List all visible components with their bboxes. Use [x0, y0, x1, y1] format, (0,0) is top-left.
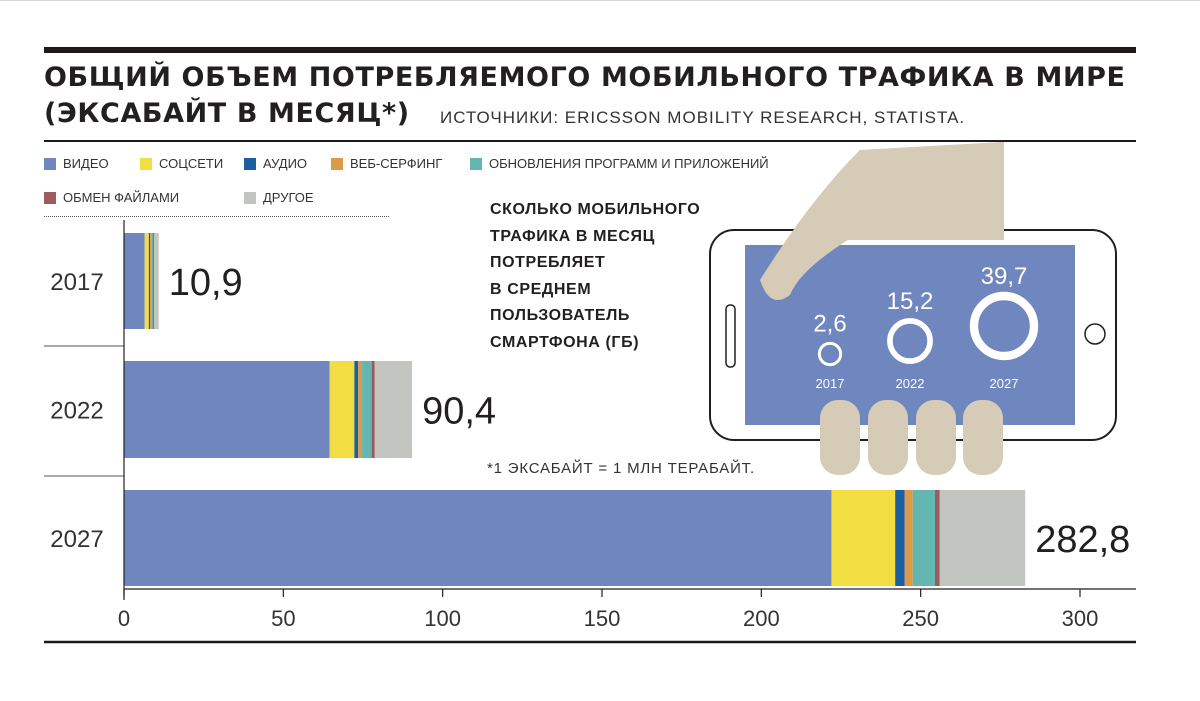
bar-segment — [153, 233, 159, 329]
bar-segment — [935, 490, 940, 586]
source-note: ИСТОЧНИКИ: ERICSSON MOBILITY RESEARCH, S… — [440, 108, 966, 127]
legend-divider — [44, 216, 389, 217]
x-tick-label: 150 — [584, 606, 621, 631]
legend-item: АУДИО — [244, 156, 307, 171]
header-rule — [44, 47, 1136, 53]
total-label: 282,8 — [1035, 519, 1130, 561]
usage-year-label: 2022 — [896, 376, 925, 391]
legend-item: СОЦСЕТИ — [140, 156, 223, 171]
note-line: СКОЛЬКО МОБИЛЬНОГО — [490, 201, 701, 218]
thumb-overlay — [760, 142, 1004, 300]
bar-segment — [148, 233, 151, 329]
bar-segment — [358, 361, 363, 458]
finger — [820, 400, 860, 475]
bar-segment — [354, 361, 359, 458]
usage-value-label: 39,7 — [981, 263, 1028, 290]
usage-ring — [817, 341, 843, 367]
total-label: 90,4 — [422, 391, 496, 433]
usage-value-label: 2,6 — [813, 310, 846, 337]
note-line: ТРАФИКА В МЕСЯЦ — [490, 227, 655, 245]
usage-year-label: 2017 — [816, 376, 845, 391]
x-tick-label: 100 — [424, 606, 461, 631]
bar-segment — [152, 233, 154, 329]
note-line: ПОЛЬЗОВАТЕЛЬ — [490, 307, 631, 324]
usage-ring — [969, 291, 1039, 361]
finger — [868, 400, 908, 475]
smartphone-note: СКОЛЬКО МОБИЛЬНОГО ТРАФИКА В МЕСЯЦ ПОТРЕ… — [490, 197, 740, 356]
chart-unit-title: (ЭКСАБАЙТ В МЕСЯЦ*) — [44, 98, 410, 129]
subheader-rule — [44, 140, 1136, 142]
bar-segment — [374, 361, 413, 458]
x-tick-label: 0 — [118, 606, 130, 631]
legend-label: ВИДЕО — [63, 156, 109, 171]
bar-segment — [124, 490, 832, 586]
chart-title: ОБЩИЙ ОБЪЕМ ПОТРЕБЛЯЕМОГО МОБИЛЬНОГО ТРА… — [44, 62, 1126, 93]
category-label: 2017 — [50, 269, 103, 296]
usage-year-label: 2027 — [990, 376, 1019, 391]
legend-label: АУДИО — [263, 156, 308, 171]
legend-label: ОБМЕН ФАЙЛАМИ — [63, 190, 180, 205]
bar-segment — [144, 233, 149, 329]
bar-segment — [912, 490, 936, 586]
x-tick-label: 200 — [743, 606, 780, 631]
category-label: 2027 — [50, 526, 103, 553]
legend-item: ДРУГОЕ — [244, 190, 314, 205]
legend-label: ОБНОВЛЕНИЯ ПРОГРАММ И ПРИЛОЖЕНИЙ — [489, 156, 769, 171]
bar-segment — [151, 233, 153, 329]
bar-segment — [362, 361, 372, 458]
legend-item: ВИДЕО — [44, 156, 109, 171]
phone-side-button — [725, 304, 736, 368]
legend-item: ОБНОВЛЕНИЯ ПРОГРАММ И ПРИЛОЖЕНИЙ — [470, 156, 769, 171]
legend-label: ВЕБ-СЕРФИНГ — [350, 156, 443, 171]
bar-segment — [371, 361, 375, 458]
bar-segment — [329, 361, 355, 458]
category-label: 2022 — [50, 398, 103, 425]
bar-segment — [124, 233, 145, 329]
finger — [963, 400, 1003, 475]
legend-item: ВЕБ-СЕРФИНГ — [331, 156, 442, 171]
x-tick-label: 50 — [271, 606, 295, 631]
x-tick-label: 300 — [1062, 606, 1099, 631]
usage-ring — [887, 318, 933, 364]
top-border — [0, 0, 1200, 1]
note-line: СМАРТФОНА (ГБ) — [490, 333, 640, 351]
legend-label: СОЦСЕТИ — [159, 156, 224, 171]
legend-swatch — [44, 157, 56, 170]
bar-segment — [150, 233, 152, 329]
note-line: ПОТРЕБЛЯЕТ — [490, 254, 606, 271]
bar-segment — [904, 490, 913, 586]
total-label: 10,9 — [169, 262, 243, 304]
legend-swatch — [470, 157, 482, 170]
bar-segment — [895, 490, 905, 586]
bar-segment — [939, 490, 1026, 586]
legend-label: ДРУГОЕ — [263, 190, 314, 205]
footnote: *1 ЭКСАБАЙТ = 1 МЛН ТЕРАБАЙТ. — [487, 460, 755, 477]
bar-segment — [124, 361, 330, 458]
x-tick-label: 250 — [902, 606, 939, 631]
legend-swatch — [244, 191, 256, 204]
legend-swatch — [244, 157, 256, 170]
phone-illustration: 2,6 2017 15,2 2022 39,7 2027 — [709, 142, 1117, 475]
legend-swatch — [44, 191, 56, 204]
finger — [916, 400, 956, 475]
legend-item: ОБМЕН ФАЙЛАМИ — [44, 190, 179, 205]
note-line: В СРЕДНЕМ — [490, 280, 592, 298]
legend-swatch — [331, 157, 343, 170]
usage-value-label: 15,2 — [887, 288, 934, 315]
legend-swatch — [140, 157, 152, 170]
phone-home-button — [1084, 323, 1106, 345]
bar-segment — [831, 490, 896, 586]
